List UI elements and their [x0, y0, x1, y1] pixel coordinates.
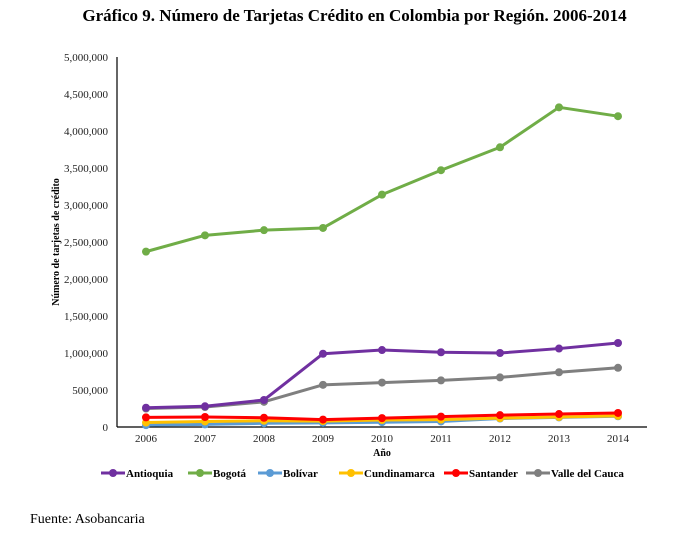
y-tick-label: 4,500,000: [64, 89, 109, 101]
series-group: [142, 103, 622, 430]
x-tick-label: 2008: [253, 433, 276, 445]
data-point-antioquia: [614, 339, 622, 348]
series-antioquia: [142, 339, 622, 412]
y-tick-label: 2,000,000: [64, 274, 109, 286]
x-tick-label: 2011: [430, 433, 452, 445]
series-bogota: [142, 103, 622, 256]
data-point-bogota: [437, 166, 445, 175]
data-point-bogota: [614, 112, 622, 121]
data-point-valle-del-cauca: [378, 378, 386, 387]
x-tick-label: 2009: [312, 433, 335, 445]
data-point-bogota: [142, 247, 150, 256]
data-point-santander: [142, 413, 150, 422]
data-point-valle-del-cauca: [614, 363, 622, 372]
y-axis-label: Número de tarjetas de crédito: [51, 178, 62, 306]
data-point-bogota: [260, 226, 268, 235]
legend-item-santander: Santander: [444, 468, 518, 480]
legend-label: Bolívar: [283, 468, 318, 480]
x-tick-label: 2012: [489, 433, 511, 445]
data-point-antioquia: [496, 349, 504, 357]
source-note: Fuente: Asobancaria: [30, 512, 145, 527]
legend-item-bogota: Bogotá: [188, 468, 247, 480]
data-point-antioquia: [319, 349, 327, 358]
data-point-santander: [201, 413, 209, 422]
data-point-bogota: [555, 103, 563, 112]
data-point-bogota: [378, 190, 386, 199]
legend-marker: [109, 469, 117, 477]
chart-title: Gráfico 9. Número de Tarjetas Crédito en…: [82, 6, 627, 25]
data-point-valle-del-cauca: [319, 380, 327, 389]
data-point-bogota: [201, 231, 209, 240]
y-tick-label: 2,500,000: [64, 237, 109, 249]
series-santander: [142, 408, 622, 424]
legend-item-valle-del-cauca: Valle del Cauca: [526, 468, 624, 480]
legend: Antioquia Bogotá Bolívar Cundinamarca Santan…: [101, 468, 624, 480]
x-tick-label: 2013: [548, 433, 571, 445]
data-point-antioquia: [437, 348, 445, 357]
data-point-bogota: [496, 143, 504, 152]
data-point-antioquia: [378, 346, 386, 355]
legend-marker: [452, 469, 460, 477]
legend-item-bolivar: Bolívar: [258, 468, 318, 480]
y-tick-label: 3,500,000: [64, 163, 109, 175]
data-point-santander: [378, 414, 386, 423]
y-axis-ticks: 0 500,000 1,000,000 1,500,000 2,000,000 2,500…: [64, 52, 109, 434]
y-tick-label: 5,000,000: [64, 52, 109, 64]
legend-label: Cundinamarca: [364, 468, 435, 480]
legend-label: Santander: [469, 468, 518, 480]
data-point-santander: [260, 413, 268, 422]
data-point-santander: [555, 410, 563, 419]
data-point-valle-del-cauca: [496, 373, 504, 382]
x-tick-label: 2006: [135, 433, 158, 445]
y-tick-label: 500,000: [72, 385, 108, 397]
y-tick-label: 0: [103, 422, 109, 434]
data-point-santander: [496, 411, 504, 420]
data-point-santander: [319, 415, 327, 424]
data-point-antioquia: [142, 403, 150, 412]
x-tick-label: 2010: [371, 433, 394, 445]
legend-marker: [534, 469, 542, 477]
data-point-bogota: [319, 223, 327, 232]
legend-item-antioquia: Antioquia: [101, 468, 174, 480]
x-axis-ticks: 2006 2007 2008 2009 2010 2011 2012 2013 2014: [135, 433, 630, 445]
legend-item-cundinamarca: Cundinamarca: [339, 468, 435, 480]
legend-label: Bogotá: [213, 468, 247, 480]
series-line-bogota: [145, 105, 619, 254]
y-tick-label: 1,000,000: [64, 348, 109, 360]
y-tick-label: 3,000,000: [64, 200, 109, 212]
data-point-santander: [437, 412, 445, 421]
data-point-santander: [614, 408, 622, 417]
x-tick-label: 2014: [607, 433, 630, 445]
legend-label: Antioquia: [126, 468, 174, 480]
legend-marker: [347, 469, 355, 477]
data-point-antioquia: [555, 344, 563, 353]
data-point-valle-del-cauca: [437, 376, 445, 385]
data-point-antioquia: [260, 395, 268, 404]
y-tick-label: 4,000,000: [64, 126, 109, 138]
data-point-valle-del-cauca: [555, 368, 563, 377]
legend-marker: [196, 469, 204, 477]
legend-marker: [266, 469, 274, 477]
data-point-antioquia: [201, 402, 209, 411]
series-line-valle-del-cauca: [145, 366, 619, 410]
x-tick-label: 2007: [194, 433, 217, 445]
legend-label: Valle del Cauca: [551, 468, 624, 480]
x-axis-label: Año: [373, 448, 391, 459]
y-tick-label: 1,500,000: [64, 311, 109, 323]
